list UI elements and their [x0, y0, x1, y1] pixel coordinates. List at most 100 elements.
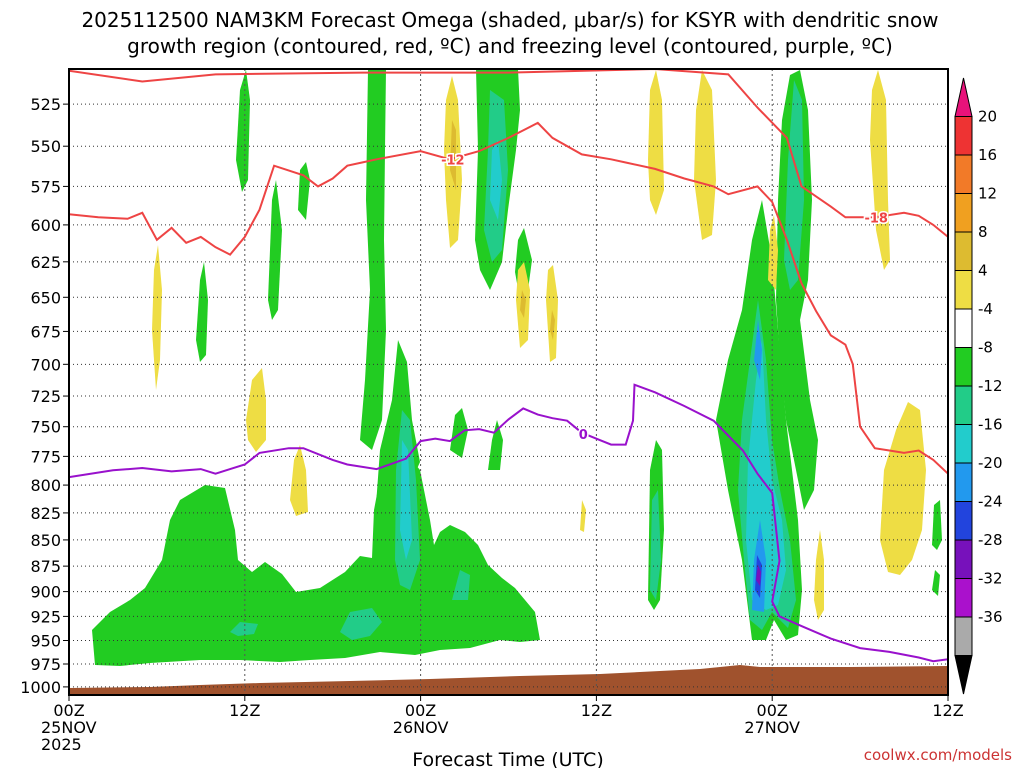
grid-lines — [69, 69, 948, 695]
y-tick-label: 975 — [30, 655, 61, 674]
y-tick-label: 775 — [30, 447, 61, 466]
colorbar-swatch — [954, 193, 973, 233]
omega-region — [196, 262, 208, 362]
omega-region — [870, 70, 890, 270]
omega-region — [230, 622, 258, 636]
omega-region — [754, 320, 762, 380]
colorbar-label: -24 — [978, 493, 1003, 511]
y-tick-label: 575 — [30, 177, 61, 196]
contour-dgz-bottom-minus12 — [69, 121, 948, 475]
omega-region — [340, 608, 382, 640]
omega-region — [246, 368, 266, 452]
colorbar-label: -32 — [978, 570, 1003, 588]
omega-region — [650, 490, 661, 600]
x-tick-label: 2025 — [41, 735, 82, 754]
y-tick-label: 750 — [30, 418, 61, 437]
y-tick-label: 925 — [30, 607, 61, 626]
colorbar-swatch — [954, 154, 973, 194]
omega-region — [490, 140, 502, 220]
x-tick-label: 12Z — [932, 701, 963, 720]
colorbar-swatch — [954, 462, 973, 502]
colorbar-label: 16 — [978, 146, 997, 164]
colorbar-swatch — [954, 270, 973, 310]
colorbar-label: -4 — [978, 300, 993, 318]
colorbar-triangle — [954, 77, 973, 117]
omega-region — [268, 180, 282, 320]
omega-region — [550, 310, 555, 340]
colorbar-label: -28 — [978, 531, 1003, 549]
omega-region — [450, 120, 456, 190]
y-tick-label: 675 — [30, 322, 61, 341]
colorbar-label: -12 — [978, 377, 1003, 395]
plot-frame — [68, 68, 949, 696]
y-tick-label: 725 — [30, 387, 61, 406]
x-tick-label: 12Z — [581, 701, 612, 720]
omega-region — [580, 500, 586, 532]
y-tick-label: 625 — [30, 253, 61, 272]
omega-region — [152, 245, 162, 390]
credit-text: coolwx.com/models — [864, 746, 1012, 764]
omega-region — [814, 530, 824, 620]
colorbar-swatch — [954, 501, 973, 541]
contour-layer — [69, 69, 948, 663]
colorbar-label: -16 — [978, 416, 1003, 434]
omega-region — [784, 80, 804, 290]
contour-label: 0 — [579, 428, 588, 443]
omega-region — [694, 70, 716, 240]
omega-region — [400, 440, 412, 560]
omega-region — [290, 445, 308, 516]
omega-region — [488, 420, 503, 470]
terrain-strip — [69, 665, 948, 695]
colorbar-label: -20 — [978, 454, 1003, 472]
colorbar-swatch — [954, 539, 973, 579]
y-tick-label: 900 — [30, 583, 61, 602]
omega-region — [932, 500, 942, 550]
omega-region — [880, 402, 926, 575]
omega-region — [298, 162, 310, 220]
omega-shading — [69, 69, 948, 695]
colorbar: 20 16 12 8 4 -4 -8 -12 -16 -20 -24 -28 -32 -36 — [954, 77, 1003, 695]
colorbar-label: 8 — [978, 223, 988, 241]
colorbar-triangle — [954, 655, 973, 695]
omega-region — [746, 340, 786, 610]
omega-region — [776, 70, 818, 510]
contour-label: -12 — [441, 153, 465, 168]
contour-labels: -18 -12 0 — [440, 152, 890, 445]
colorbar-swatch — [954, 347, 973, 387]
x-tick-label: 00Z — [757, 701, 788, 720]
y-tick-label: 950 — [30, 632, 61, 651]
y-tick-label: 700 — [30, 355, 61, 374]
omega-region — [92, 420, 540, 666]
omega-region — [452, 570, 470, 600]
x-tick-label: 27NOV — [744, 718, 800, 737]
contour-dgz-top-minus18 — [69, 69, 948, 238]
omega-region — [360, 69, 386, 450]
colorbar-swatch — [954, 116, 973, 156]
y-tick-label: 525 — [30, 95, 61, 114]
y-axis: 525 550 575 600 625 650 675 700 725 750 775 800 825 8… — [20, 95, 69, 697]
x-tick-label: 00Z — [405, 701, 436, 720]
y-tick-label: 800 — [30, 476, 61, 495]
omega-region — [768, 215, 778, 290]
colorbar-swatch — [954, 424, 973, 464]
x-tick-label: 12Z — [229, 701, 260, 720]
y-tick-label: 875 — [30, 557, 61, 576]
contour-freezing-level-0C — [69, 383, 948, 663]
colorbar-swatch — [954, 231, 973, 271]
colorbar-label: 20 — [978, 108, 997, 126]
colorbar-swatch — [954, 616, 973, 656]
omega-region — [236, 70, 250, 192]
y-tick-label: 850 — [30, 531, 61, 550]
colorbar-swatch — [954, 385, 973, 425]
y-tick-label: 825 — [30, 504, 61, 523]
colorbar-swatch — [954, 578, 973, 618]
colorbar-label: -8 — [978, 339, 993, 357]
chart-title-line2: growth region (contoured, red, ºC) and f… — [127, 34, 893, 58]
colorbar-label: 4 — [978, 262, 988, 280]
chart-title-line1: 2025112500 NAM3KM Forecast Omega (shaded… — [81, 8, 938, 32]
y-tick-label: 650 — [30, 288, 61, 307]
colorbar-swatch — [954, 308, 973, 348]
colorbar-label: 12 — [978, 185, 997, 203]
